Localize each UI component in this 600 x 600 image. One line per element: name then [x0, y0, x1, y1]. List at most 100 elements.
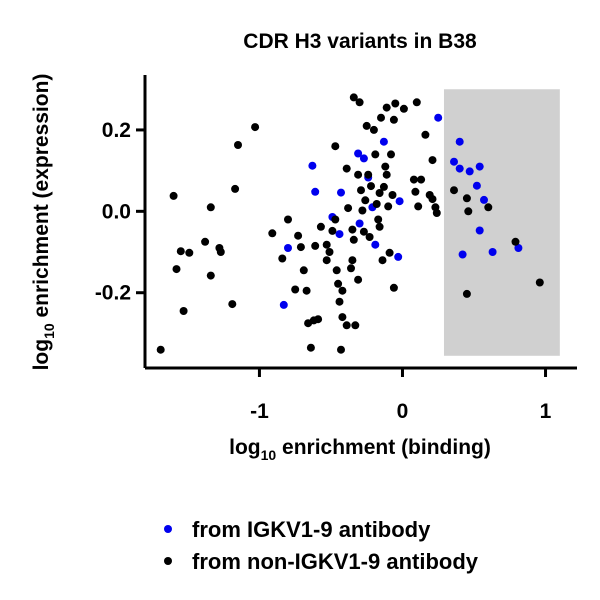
point-series-1-18 [284, 215, 292, 224]
highlight-region [443, 89, 560, 356]
legend-label-non-igkv1-9: from non-IGKV1-9 antibody [192, 549, 479, 574]
points-layer [156, 93, 544, 354]
point-series-1-41 [349, 235, 358, 244]
point-series-1-81 [432, 209, 441, 217]
point-series-1-25 [314, 315, 323, 324]
point-series-1-16 [278, 254, 287, 263]
point-series-1-5 [185, 248, 194, 257]
point-series-0-2 [284, 244, 292, 252]
point-series-1-92 [334, 279, 343, 288]
y-tick-label: -0.2 [95, 282, 131, 305]
point-series-0-7 [354, 149, 363, 158]
point-series-1-34 [338, 313, 347, 322]
point-series-1-42 [351, 321, 360, 330]
point-series-1-85 [450, 186, 458, 195]
point-series-0-21 [472, 181, 481, 190]
point-series-1-40 [348, 256, 357, 265]
point-series-0-18 [455, 164, 464, 173]
point-series-1-79 [428, 195, 437, 204]
point-series-1-36 [338, 286, 347, 295]
point-series-1-33 [335, 297, 344, 306]
point-series-1-15 [268, 229, 277, 238]
point-series-1-93 [325, 248, 334, 256]
point-series-1-44 [354, 170, 363, 179]
point-series-1-90 [462, 289, 471, 298]
point-series-1-68 [355, 98, 364, 107]
point-series-1-64 [387, 150, 395, 159]
x-axis-label-text: enrichment (binding) [276, 436, 491, 459]
point-series-1-10 [216, 248, 225, 256]
point-series-1-48 [361, 196, 370, 205]
legend-label-igkv1-9: from IGKV1-9 antibody [192, 517, 431, 542]
point-series-1-61 [382, 170, 391, 179]
point-series-1-55 [372, 200, 381, 208]
point-series-1-87 [464, 207, 473, 216]
point-series-1-11 [228, 300, 237, 309]
point-series-1-67 [349, 93, 358, 102]
point-series-1-53 [369, 125, 378, 134]
point-series-1-73 [411, 187, 420, 196]
point-series-0-25 [458, 250, 467, 259]
point-series-1-52 [367, 182, 375, 191]
point-series-1-65 [389, 283, 398, 292]
point-series-0-24 [475, 226, 484, 235]
point-series-1-58 [377, 113, 385, 122]
point-series-1-74 [414, 202, 423, 211]
legend-marker-igkv1-9 [164, 525, 172, 533]
point-series-0-14 [395, 197, 404, 206]
point-series-0-26 [488, 248, 497, 256]
legend-marker-non-igkv1-9 [164, 557, 172, 565]
point-series-0-8 [359, 154, 368, 163]
point-series-1-19 [294, 231, 303, 240]
point-series-1-63 [385, 248, 394, 257]
y-axis-label-text: enrichment (expression) [30, 74, 53, 324]
point-series-0-3 [279, 300, 288, 309]
y-axis-label-sub: 10 [41, 323, 57, 339]
point-series-1-77 [412, 98, 421, 107]
point-series-0-15 [394, 252, 403, 261]
point-series-1-82 [428, 156, 437, 165]
y-tick-label: 0.0 [102, 200, 131, 223]
point-series-1-57 [375, 222, 384, 231]
point-series-1-86 [462, 194, 471, 203]
point-series-1-59 [378, 256, 387, 265]
x-tick-label: -1 [250, 400, 269, 423]
x-tick-label: 0 [397, 400, 409, 423]
point-series-0-27 [514, 244, 523, 252]
point-series-0-16 [434, 113, 443, 122]
point-series-1-28 [322, 256, 331, 265]
point-series-1-32 [332, 266, 341, 275]
point-series-1-38 [344, 204, 353, 213]
point-series-1-13 [234, 141, 242, 149]
point-series-1-83 [381, 162, 390, 171]
point-series-1-70 [389, 115, 398, 124]
point-series-0-6 [335, 230, 344, 239]
point-series-1-88 [484, 203, 493, 212]
x-axis-label-log: log [229, 436, 261, 459]
chart-title: CDR H3 variants in B38 [243, 30, 477, 53]
point-series-1-75 [417, 175, 426, 184]
point-series-1-51 [365, 233, 374, 241]
point-series-0-23 [480, 195, 488, 204]
point-series-1-26 [311, 241, 320, 250]
point-series-1-37 [342, 321, 351, 330]
point-series-1-12 [231, 184, 240, 193]
point-series-1-7 [206, 271, 215, 280]
point-series-1-20 [296, 243, 305, 252]
point-series-1-54 [371, 150, 380, 159]
point-series-1-2 [172, 265, 181, 274]
point-series-1-27 [316, 222, 325, 231]
point-series-1-4 [176, 247, 185, 256]
point-series-1-30 [328, 226, 337, 235]
point-series-1-14 [251, 123, 260, 132]
point-series-1-6 [201, 237, 210, 246]
point-series-1-60 [379, 182, 388, 191]
x-ticks: -1 0 1 [250, 368, 552, 423]
point-series-1-1 [169, 191, 178, 200]
point-series-1-76 [421, 130, 430, 139]
point-series-1-17 [291, 285, 300, 294]
point-series-0-0 [308, 161, 317, 170]
point-series-1-97 [342, 164, 351, 173]
point-series-1-66 [391, 99, 400, 108]
